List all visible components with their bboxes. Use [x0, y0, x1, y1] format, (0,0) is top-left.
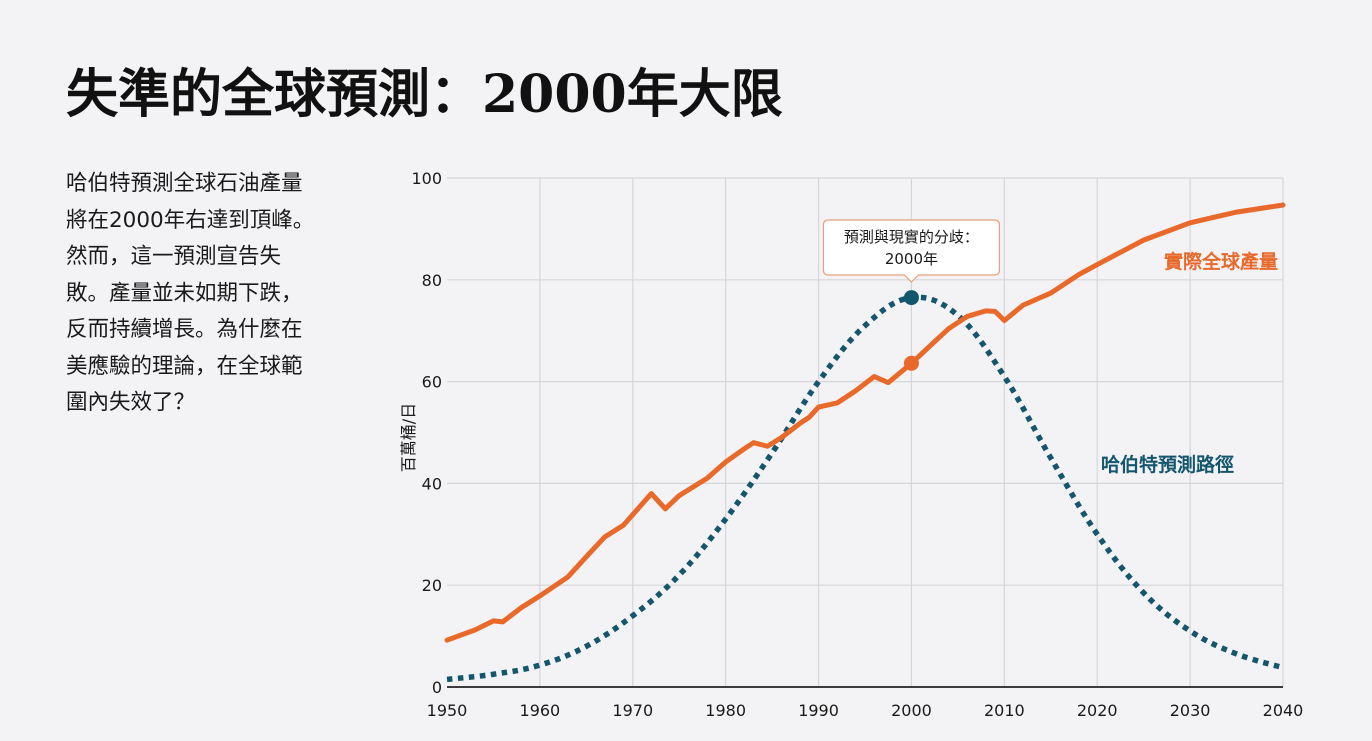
divergence-callout: 預測與現實的分歧： 2000年 [822, 219, 1001, 283]
callout-text-line: 2000年 [885, 250, 938, 268]
x-tick-label: 1980 [705, 701, 746, 720]
actual-production-line [444, 202, 1286, 643]
y-tick-label: 20 [422, 576, 442, 595]
x-tick-label: 1950 [427, 701, 468, 720]
intro-line: 美應驗的理論，在全球範 [66, 353, 303, 379]
actual-2000-marker [903, 355, 919, 371]
hubbert-peak-marker [903, 290, 919, 306]
series [444, 202, 1286, 683]
x-tick-label: 1960 [520, 701, 561, 720]
callout-box [822, 219, 1001, 283]
hubbert-prediction-line [446, 294, 1284, 683]
actual-production-label: 實際全球產量 [1164, 250, 1278, 273]
x-tick-label: 2000 [891, 701, 932, 720]
y-tick-label: 0 [432, 678, 442, 697]
x-tick-label: 2040 [1263, 701, 1304, 720]
page-title: 失準的全球預測：2000年大限 [66, 64, 783, 125]
y-axis-label: 百萬桶/日 [399, 403, 418, 472]
intro-line: 將在2000年右達到頂峰。 [66, 207, 315, 233]
intro-line: 然而，這一預測宣告失 [66, 244, 282, 269]
hubbert-prediction-label: 哈伯特預測路徑 [1101, 453, 1234, 476]
intro-line: 反而持續增長。為什麼在 [66, 317, 303, 342]
callout-text-line: 預測與現實的分歧： [844, 228, 979, 246]
intro-line: 敗。產量並未如期下跌， [66, 280, 303, 306]
y-tick-label: 40 [422, 474, 442, 493]
x-tick-label: 1970 [612, 701, 653, 720]
intro-line: 圍內失效了？ [66, 390, 196, 415]
x-tick-label: 2030 [1170, 701, 1211, 720]
y-tick-label: 100 [411, 169, 442, 188]
y-tick-label: 60 [422, 373, 442, 392]
x-tick-label: 2010 [984, 701, 1025, 720]
x-tick-label: 1990 [798, 701, 839, 720]
x-tick-label: 2020 [1077, 701, 1118, 720]
intro-line: 哈伯特預測全球石油產量 [66, 171, 303, 196]
y-tick-label: 80 [422, 271, 442, 290]
intro-paragraph: 哈伯特預測全球石油產量 將在2000年右達到頂峰。 然而，這一預測宣告失 敗。產… [66, 166, 366, 422]
